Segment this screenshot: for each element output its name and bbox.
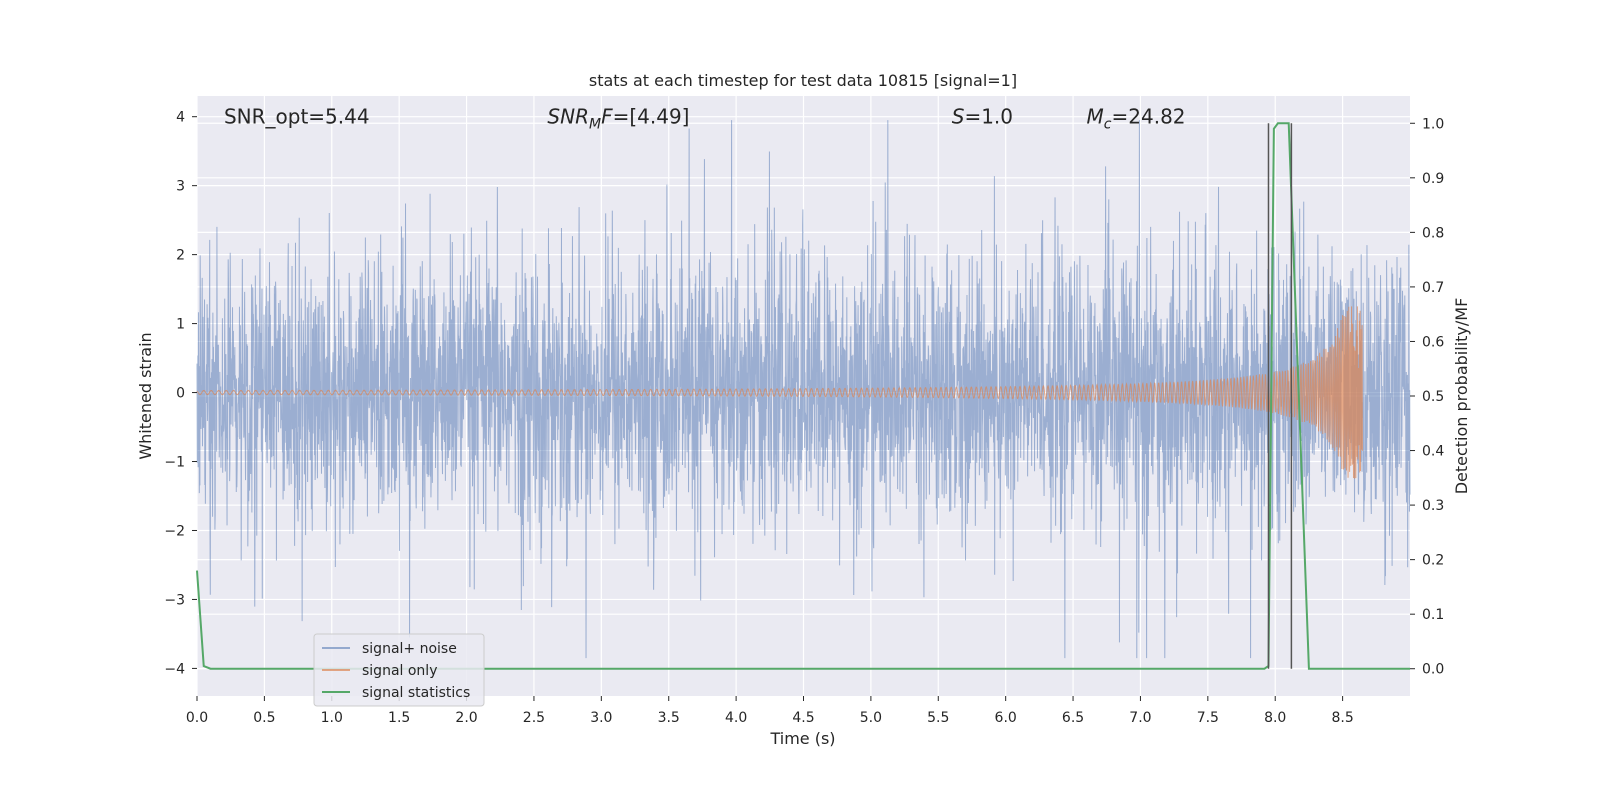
x-tick-label: 2.5: [523, 710, 545, 726]
x-axis-label: Time (s): [769, 729, 835, 748]
right-tick-label: 0.5: [1422, 389, 1444, 405]
statistics-line: [196, 122, 1410, 670]
x-tick-label: 2.0: [455, 710, 477, 726]
x-axis-ticks: 0.0 0.5 1.0 1.5 2.0 2.5 3.0 3.5 4.0 4.5 5.0 5.5 6.0 6…: [186, 696, 1354, 726]
y-tick-label: 3: [176, 179, 185, 195]
x-tick-label: 7.5: [1197, 710, 1219, 726]
right-tick-label: 0.9: [1422, 171, 1444, 187]
x-tick-label: 3.0: [590, 710, 612, 726]
x-tick-label: 6.0: [995, 710, 1017, 726]
legend-label-signal: signal only: [362, 663, 437, 679]
right-tick-label: 0.8: [1422, 225, 1444, 241]
x-tick-label: 6.5: [1062, 710, 1084, 726]
x-tick-label: 4.5: [792, 710, 814, 726]
y-tick-label: 2: [176, 248, 185, 264]
legend-label-stats: signal statistics: [362, 685, 470, 701]
right-axis-ticks: 0.0 0.1 0.2 0.3 0.4 0.5 0.6 0.7 0.8 0.9 1.0: [1410, 116, 1444, 678]
legend-label-noise: signal+ noise: [362, 641, 457, 657]
y-tick-label: 0: [176, 386, 185, 402]
right-axis-label: Detection probability/MF: [1452, 298, 1471, 495]
annotation: S=1.0: [952, 105, 1013, 129]
x-tick-label: 0.0: [186, 710, 208, 726]
legend: signal+ noise signal only signal statist…: [313, 633, 485, 707]
right-tick-label: 0.6: [1422, 334, 1444, 350]
chart-title: stats at each timestep for test data 108…: [589, 71, 1017, 90]
annotation: Mc=24.82: [1087, 105, 1186, 133]
annotations: SNR_opt=5.44 SNRMF=[4.49] S=1.0 Mc=24.82: [224, 105, 1186, 133]
y-tick-label: 1: [176, 317, 185, 333]
legend-box: [313, 633, 485, 707]
x-tick-label: 7.0: [1129, 710, 1151, 726]
x-tick-label: 5.5: [927, 710, 949, 726]
signal-noise-series: [196, 120, 1411, 659]
x-tick-label: 8.0: [1264, 710, 1286, 726]
annotation: SNRMF=[4.49]: [547, 105, 689, 133]
annotation: SNR_opt=5.44: [224, 105, 370, 129]
signal-only-series: [196, 306, 1363, 479]
y-axis-ticks: −4 −3 −2 −1 0 1 2 3 4: [164, 110, 197, 677]
right-tick-label: 1.0: [1422, 116, 1444, 132]
signal-line: [196, 306, 1363, 479]
y-axis-label: Whitened strain: [136, 332, 155, 459]
right-tick-label: 0.7: [1422, 280, 1444, 296]
x-tick-label: 4.0: [725, 710, 747, 726]
x-tick-label: 0.5: [253, 710, 275, 726]
x-tick-label: 5.0: [860, 710, 882, 726]
right-tick-label: 0.0: [1422, 662, 1444, 678]
y-tick-label: −3: [164, 592, 185, 608]
y-tick-label: −1: [164, 455, 185, 471]
x-tick-label: 3.5: [658, 710, 680, 726]
x-tick-label: 1.0: [321, 710, 343, 726]
x-tick-label: 1.5: [388, 710, 410, 726]
y-tick-label: −2: [164, 523, 185, 539]
signal-statistics-series: [196, 122, 1410, 670]
noise-line: [196, 120, 1411, 659]
right-tick-label: 0.3: [1422, 498, 1444, 514]
x-tick-label: 8.5: [1331, 710, 1353, 726]
marker-lines: [1267, 123, 1293, 669]
right-tick-label: 0.1: [1422, 607, 1444, 623]
y-tick-label: −4: [164, 661, 185, 677]
right-tick-label: 0.4: [1422, 444, 1444, 460]
y-tick-label: 4: [176, 110, 185, 126]
right-tick-label: 0.2: [1422, 553, 1444, 569]
